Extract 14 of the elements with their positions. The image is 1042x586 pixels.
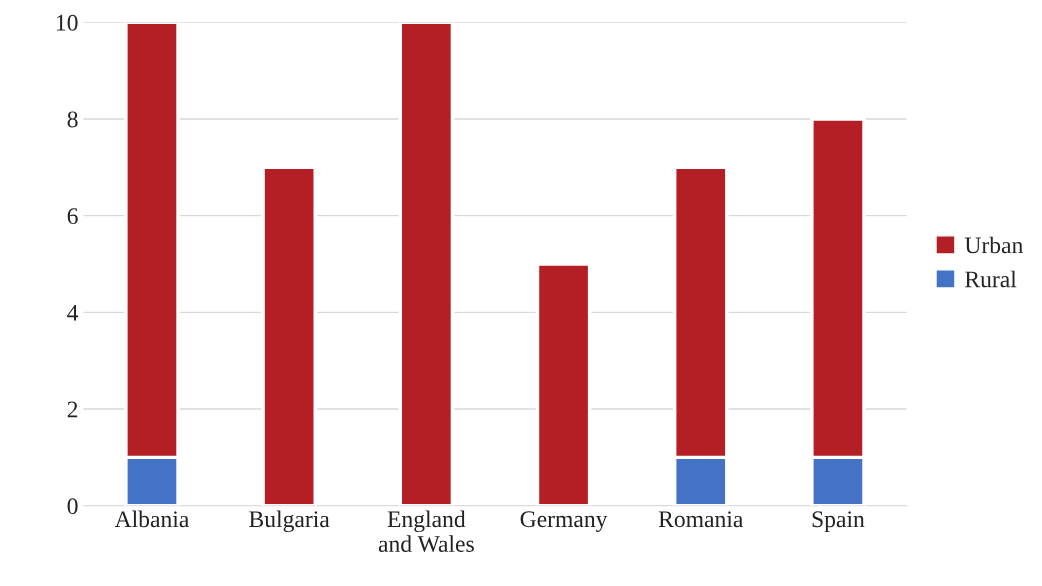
x-tick-label: Romania	[658, 511, 744, 528]
x-tick-label: Spain	[812, 511, 865, 532]
y-tick-label: 0	[67, 498, 78, 515]
legend-label: Urban	[964, 236, 1023, 254]
y-tick-label: 2	[67, 401, 78, 418]
x-tick-label: Bulgaria	[249, 510, 330, 533]
y-tick-label: 4	[67, 304, 79, 321]
x-tick-label: Germany	[520, 511, 608, 532]
x-tick-label: Albania	[114, 510, 189, 528]
y-tick-label: 6	[67, 208, 78, 225]
x-tick-label: England and Wales	[378, 510, 474, 553]
legend-label: Rural	[965, 270, 1017, 288]
y-tick-label: 10	[56, 14, 78, 31]
y-tick-label: 8	[67, 111, 78, 128]
